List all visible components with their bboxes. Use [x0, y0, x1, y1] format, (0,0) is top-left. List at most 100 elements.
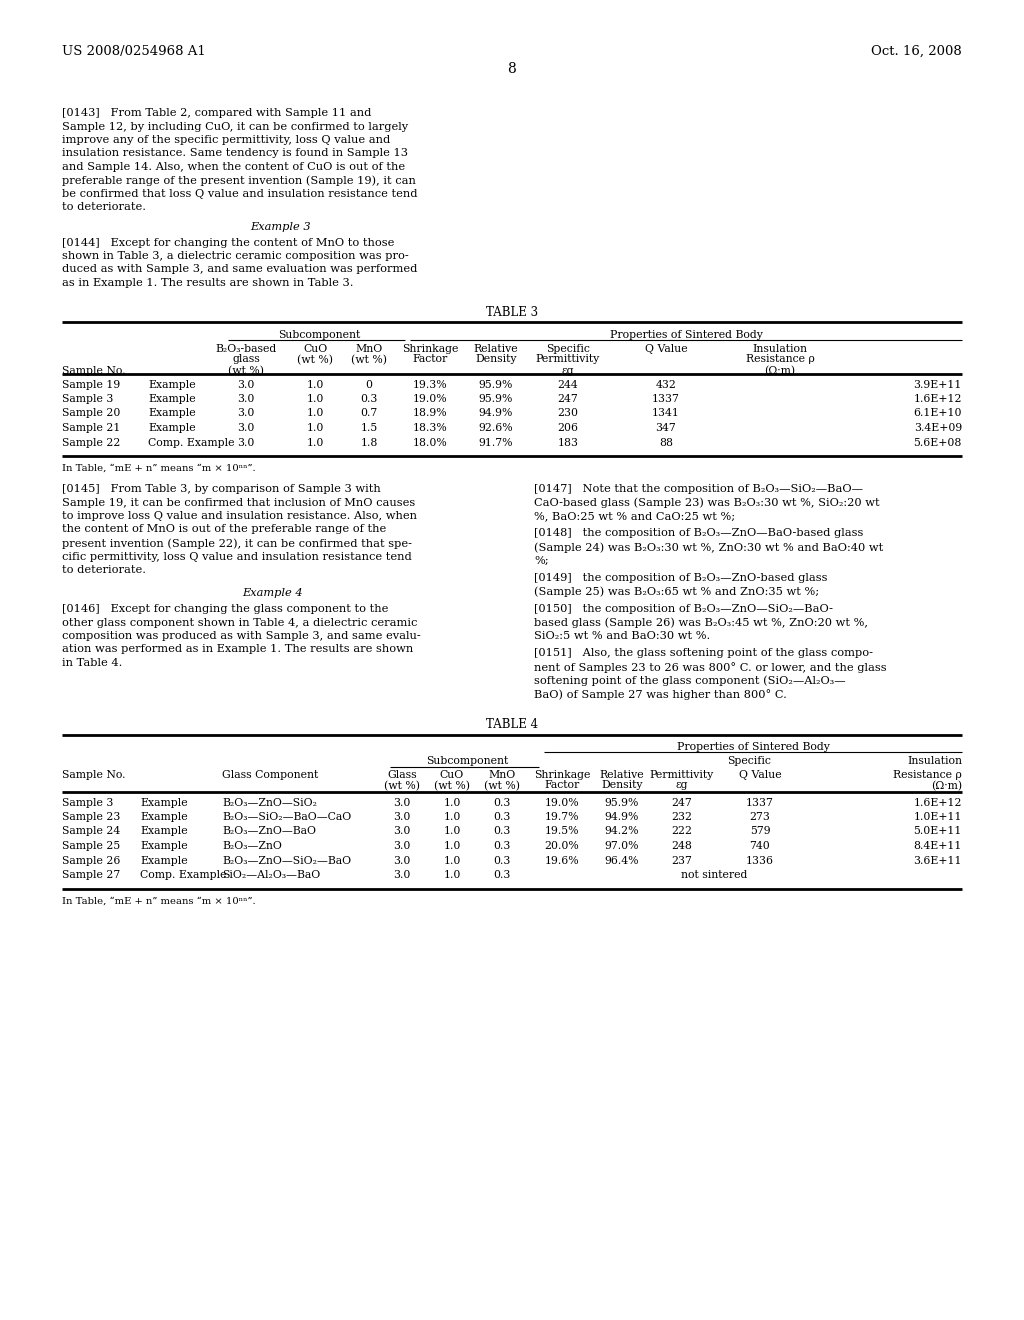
Text: B₂O₃—ZnO—BaO: B₂O₃—ZnO—BaO [222, 826, 316, 837]
Text: 94.9%: 94.9% [479, 408, 513, 418]
Text: Factor: Factor [545, 780, 580, 791]
Text: Example: Example [148, 422, 196, 433]
Text: Oct. 16, 2008: Oct. 16, 2008 [871, 45, 962, 58]
Text: [0148]   the composition of B₂O₃—ZnO—BaO-based glass: [0148] the composition of B₂O₃—ZnO—BaO-b… [534, 528, 863, 539]
Text: be confirmed that loss Q value and insulation resistance tend: be confirmed that loss Q value and insul… [62, 189, 418, 199]
Text: present invention (Sample 22), it can be confirmed that spe-: present invention (Sample 22), it can be… [62, 539, 412, 549]
Text: [0149]   the composition of B₂O₃—ZnO-based glass: [0149] the composition of B₂O₃—ZnO-based… [534, 573, 827, 583]
Text: 3.0: 3.0 [238, 393, 255, 404]
Text: Permittivity: Permittivity [536, 355, 600, 364]
Text: Example: Example [148, 393, 196, 404]
Text: Example: Example [140, 841, 187, 851]
Text: as in Example 1. The results are shown in Table 3.: as in Example 1. The results are shown i… [62, 279, 353, 288]
Text: cific permittivity, loss Q value and insulation resistance tend: cific permittivity, loss Q value and ins… [62, 552, 412, 561]
Text: Insulation: Insulation [753, 343, 808, 354]
Text: CaO-based glass (Sample 23) was B₂O₃:30 wt %, SiO₂:20 wt: CaO-based glass (Sample 23) was B₂O₃:30 … [534, 498, 880, 508]
Text: [0144]   Except for changing the content of MnO to those: [0144] Except for changing the content o… [62, 238, 394, 248]
Text: [0147]   Note that the composition of B₂O₃—SiO₂—BaO—: [0147] Note that the composition of B₂O₃… [534, 484, 863, 494]
Text: 19.5%: 19.5% [545, 826, 580, 837]
Text: 6.1E+10: 6.1E+10 [913, 408, 962, 418]
Text: 18.0%: 18.0% [413, 437, 447, 447]
Text: based glass (Sample 26) was B₂O₃:45 wt %, ZnO:20 wt %,: based glass (Sample 26) was B₂O₃:45 wt %… [534, 618, 868, 628]
Text: 244: 244 [558, 380, 579, 389]
Text: 1337: 1337 [746, 797, 774, 808]
Text: 18.3%: 18.3% [413, 422, 447, 433]
Text: to improve loss Q value and insulation resistance. Also, when: to improve loss Q value and insulation r… [62, 511, 417, 521]
Text: 1.8: 1.8 [360, 437, 378, 447]
Text: SiO₂—Al₂O₃—BaO: SiO₂—Al₂O₃—BaO [222, 870, 321, 880]
Text: 3.0: 3.0 [238, 408, 255, 418]
Text: Permittivity: Permittivity [650, 770, 714, 780]
Text: preferable range of the present invention (Sample 19), it can: preferable range of the present inventio… [62, 176, 416, 186]
Text: 0.3: 0.3 [494, 855, 511, 866]
Text: 3.0: 3.0 [393, 841, 411, 851]
Text: 94.2%: 94.2% [605, 826, 639, 837]
Text: CuO: CuO [303, 343, 327, 354]
Text: not sintered: not sintered [681, 870, 748, 880]
Text: 95.9%: 95.9% [479, 380, 513, 389]
Text: Sample 23: Sample 23 [62, 812, 121, 822]
Text: 3.0: 3.0 [238, 422, 255, 433]
Text: (wt %): (wt %) [434, 780, 470, 791]
Text: Comp. Example: Comp. Example [140, 870, 226, 880]
Text: 19.0%: 19.0% [545, 797, 580, 808]
Text: 3.0: 3.0 [393, 812, 411, 822]
Text: 1.6E+12: 1.6E+12 [913, 797, 962, 808]
Text: 230: 230 [557, 408, 579, 418]
Text: glass: glass [232, 355, 260, 364]
Text: Example: Example [140, 855, 187, 866]
Text: 0.3: 0.3 [494, 826, 511, 837]
Text: 1341: 1341 [652, 408, 680, 418]
Text: Specific: Specific [728, 756, 771, 767]
Text: εg: εg [562, 366, 574, 375]
Text: 1.6E+12: 1.6E+12 [913, 393, 962, 404]
Text: (wt %): (wt %) [384, 780, 420, 791]
Text: [0143]   From Table 2, compared with Sample 11 and: [0143] From Table 2, compared with Sampl… [62, 108, 372, 117]
Text: (wt %): (wt %) [297, 355, 333, 364]
Text: duced as with Sample 3, and same evaluation was performed: duced as with Sample 3, and same evaluat… [62, 264, 418, 275]
Text: Properties of Sintered Body: Properties of Sintered Body [677, 742, 829, 751]
Text: MnO: MnO [488, 770, 516, 780]
Text: 88: 88 [659, 437, 673, 447]
Text: Sample 24: Sample 24 [62, 826, 120, 837]
Text: 1.0: 1.0 [443, 870, 461, 880]
Text: Sample 12, by including CuO, it can be confirmed to largely: Sample 12, by including CuO, it can be c… [62, 121, 409, 132]
Text: Insulation: Insulation [907, 756, 962, 767]
Text: 1.0: 1.0 [306, 422, 324, 433]
Text: 1.0: 1.0 [306, 408, 324, 418]
Text: 8.4E+11: 8.4E+11 [913, 841, 962, 851]
Text: 1.0: 1.0 [306, 393, 324, 404]
Text: 18.9%: 18.9% [413, 408, 447, 418]
Text: B₂O₃—ZnO: B₂O₃—ZnO [222, 841, 282, 851]
Text: 347: 347 [655, 422, 677, 433]
Text: Example: Example [148, 408, 196, 418]
Text: B₂O₃—ZnO—SiO₂: B₂O₃—ZnO—SiO₂ [222, 797, 317, 808]
Text: (Ω·m): (Ω·m) [931, 780, 962, 791]
Text: Q Value: Q Value [738, 770, 781, 780]
Text: 432: 432 [655, 380, 677, 389]
Text: 1.0: 1.0 [306, 380, 324, 389]
Text: other glass component shown in Table 4, a dielectric ceramic: other glass component shown in Table 4, … [62, 618, 418, 627]
Text: 3.6E+11: 3.6E+11 [913, 855, 962, 866]
Text: 3.0: 3.0 [238, 380, 255, 389]
Text: [0145]   From Table 3, by comparison of Sample 3 with: [0145] From Table 3, by comparison of Sa… [62, 484, 381, 494]
Text: Sample 26: Sample 26 [62, 855, 121, 866]
Text: US 2008/0254968 A1: US 2008/0254968 A1 [62, 45, 206, 58]
Text: (wt %): (wt %) [351, 355, 387, 364]
Text: Example: Example [140, 797, 187, 808]
Text: 248: 248 [672, 841, 692, 851]
Text: 1.0: 1.0 [306, 437, 324, 447]
Text: Sample 19, it can be confirmed that inclusion of MnO causes: Sample 19, it can be confirmed that incl… [62, 498, 416, 507]
Text: Subcomponent: Subcomponent [426, 756, 508, 767]
Text: Sample No.: Sample No. [62, 770, 126, 780]
Text: 237: 237 [672, 855, 692, 866]
Text: 579: 579 [750, 826, 770, 837]
Text: improve any of the specific permittivity, loss Q value and: improve any of the specific permittivity… [62, 135, 390, 145]
Text: 0.3: 0.3 [494, 812, 511, 822]
Text: Sample 20: Sample 20 [62, 408, 121, 418]
Text: insulation resistance. Same tendency is found in Sample 13: insulation resistance. Same tendency is … [62, 149, 408, 158]
Text: Specific: Specific [546, 343, 590, 354]
Text: 247: 247 [672, 797, 692, 808]
Text: Example: Example [140, 812, 187, 822]
Text: 206: 206 [557, 422, 579, 433]
